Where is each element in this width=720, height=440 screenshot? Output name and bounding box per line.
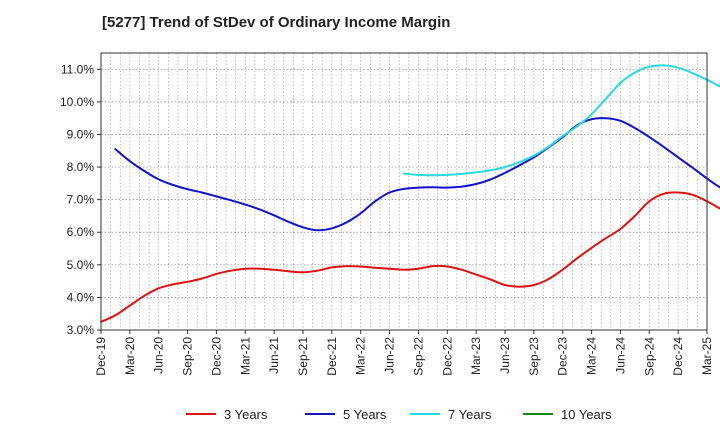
- plot-frame: [100, 52, 708, 331]
- chart-title: [5277] Trend of StDev of Ordinary Income…: [102, 14, 451, 31]
- x-tick-label: Mar-23: [469, 337, 483, 375]
- x-tick-label: Mar-25: [700, 337, 714, 375]
- y-axis: 3.0% 4.0% 5.0% 6.0% 7.0% 8.0% 9.0% 10.0% 11.0%: [60, 62, 101, 337]
- series-line-5-years: [114, 117, 720, 232]
- y-tick-label: 10.0%: [60, 95, 94, 109]
- x-tick-label: Dec-19: [94, 337, 108, 376]
- series-line-3-years: [100, 191, 720, 323]
- y-tick-label: 8.0%: [67, 160, 95, 174]
- x-tick-label: Jun-23: [498, 337, 512, 374]
- x-tick-label: Dec-23: [556, 337, 570, 376]
- x-tick-label: Sep-23: [527, 337, 541, 376]
- plot-background: [101, 53, 707, 330]
- x-tick-label: Dec-21: [325, 337, 339, 376]
- y-tick-label: 3.0%: [67, 323, 95, 337]
- grid-layer: [100, 53, 708, 331]
- y-tick-label: 9.0%: [67, 127, 95, 141]
- legend-item: 10 Years: [523, 407, 612, 422]
- x-tick-label: Mar-22: [354, 337, 368, 375]
- x-tick-label: Mar-21: [238, 337, 252, 375]
- series-layer: [100, 64, 720, 323]
- y-tick-label: 11.0%: [61, 62, 94, 76]
- legend-item: 3 Years: [186, 407, 268, 422]
- x-axis: Dec-19 Mar-20 Jun-20 Sep-20 Dec-20 Mar-21 Jun-…: [94, 330, 714, 376]
- x-tick-label: Mar-24: [585, 337, 599, 375]
- x-tick-label: Dec-20: [209, 337, 223, 376]
- legend-label: 3 Years: [224, 407, 268, 422]
- x-tick-label: Dec-22: [440, 337, 454, 376]
- x-tick-label: Dec-24: [671, 337, 685, 376]
- x-tick-label: Sep-22: [411, 337, 425, 376]
- legend-item: 7 Years: [410, 407, 492, 422]
- x-tick-label: Sep-24: [642, 337, 656, 376]
- legend-item: 5 Years: [305, 407, 387, 422]
- x-tick-label: Jun-20: [152, 337, 166, 374]
- x-tick-label: Mar-20: [123, 337, 137, 375]
- y-tick-label: 6.0%: [67, 225, 95, 239]
- x-tick-label: Jun-24: [613, 337, 627, 374]
- y-tick-label: 4.0%: [67, 290, 95, 304]
- x-tick-label: Sep-21: [296, 337, 310, 376]
- legend-label: 7 Years: [448, 407, 492, 422]
- y-tick-label: 7.0%: [67, 193, 95, 207]
- legend: 3 Years 5 Years 7 Years 10 Years: [186, 407, 612, 422]
- x-tick-label: Sep-20: [181, 337, 195, 376]
- legend-label: 10 Years: [561, 407, 612, 422]
- series-line-7-years: [403, 64, 720, 177]
- x-tick-label: Jun-22: [383, 337, 397, 374]
- y-tick-label: 5.0%: [67, 258, 95, 272]
- legend-label: 5 Years: [343, 407, 387, 422]
- x-tick-label: Jun-21: [267, 337, 281, 374]
